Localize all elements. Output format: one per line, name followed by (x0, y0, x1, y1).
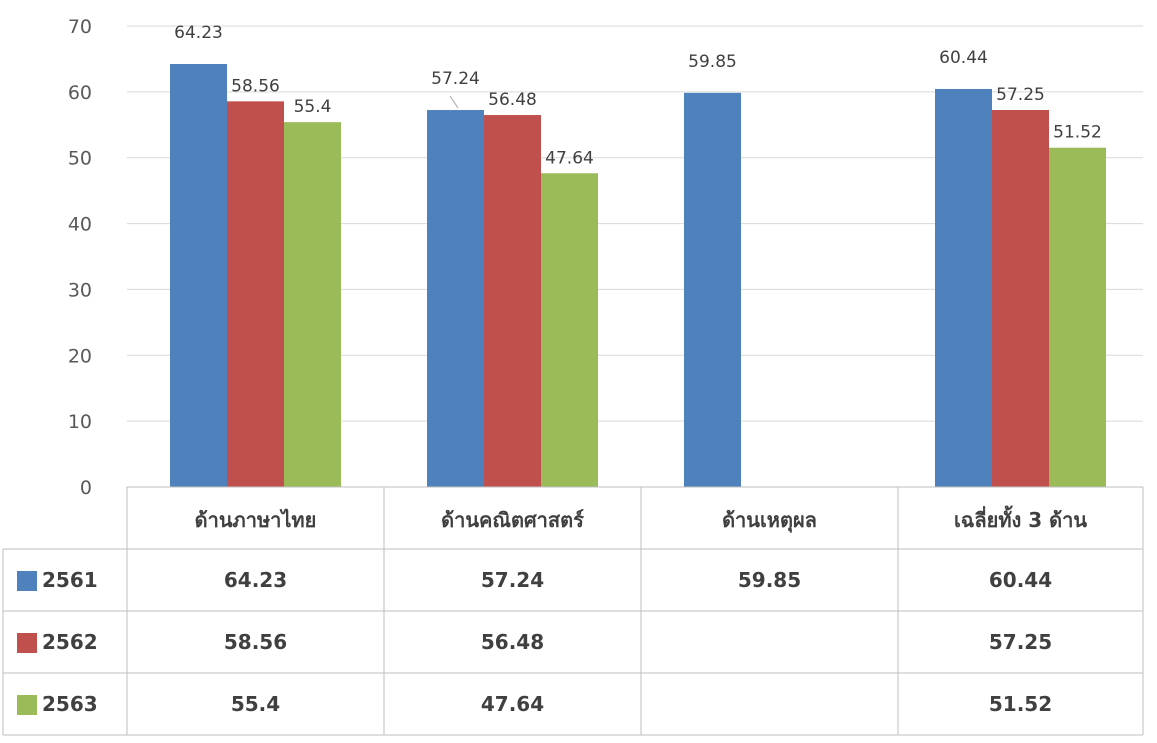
data-table: ด้านภาษาไทย ด้านคณิตศาสตร์ ด้านเหตุผล เฉลี่… (2, 486, 1144, 736)
y-tick-label: 40 (68, 214, 92, 236)
legend-label: 2561 (42, 568, 98, 592)
bar-2561 (170, 63, 227, 487)
y-tick-label: 70 (68, 16, 92, 38)
bar-2563 (541, 173, 598, 487)
y-tick-label: 30 (68, 279, 92, 301)
table-cell: 64.23 (224, 568, 287, 592)
data-label: 55.4 (294, 97, 332, 117)
bar-2563 (1049, 147, 1106, 488)
legend-label: 2563 (42, 692, 98, 716)
bar-2563 (284, 122, 341, 487)
table-cell: 57.25 (989, 630, 1052, 654)
category-label: ด้านเหตุผล (722, 508, 817, 533)
y-tick-label: 60 (68, 82, 92, 104)
data-label: 51.52 (1053, 123, 1102, 143)
bar-2562 (992, 109, 1049, 487)
bars (170, 63, 1106, 488)
table-cell: 57.24 (481, 568, 544, 592)
y-tick-label: 20 (68, 345, 92, 367)
data-label: 47.64 (545, 148, 594, 168)
legend-key-2563 (17, 695, 37, 715)
data-label: 57.25 (996, 85, 1045, 105)
label-leader-line (449, 95, 459, 109)
y-tick-label: 10 (68, 411, 92, 433)
table-cell: 60.44 (989, 568, 1052, 592)
data-label: 60.44 (939, 48, 988, 68)
legend-key-2561 (17, 571, 37, 591)
data-label: 59.85 (688, 52, 737, 72)
data-label: 57.24 (431, 69, 480, 89)
data-label: 58.56 (231, 76, 280, 96)
legend-label: 2562 (42, 630, 98, 654)
data-label: 56.48 (488, 90, 537, 110)
y-tick-label: 50 (68, 148, 92, 170)
legend-key-2562 (17, 633, 37, 653)
y-axis-ticks: 0 10 20 30 40 50 60 70 (68, 16, 92, 499)
bar-2561 (935, 88, 992, 488)
table-cell: 51.52 (989, 692, 1052, 716)
table-cell: 59.85 (738, 568, 801, 592)
table-cell: 56.48 (481, 630, 544, 654)
table-cell: 55.4 (231, 692, 280, 716)
bar-2562 (227, 101, 284, 487)
bar-2561 (427, 110, 484, 487)
table-cell: 58.56 (224, 630, 287, 654)
bar-2562 (484, 115, 541, 488)
category-label: ด้านภาษาไทย (195, 508, 317, 532)
y-tick-label: 0 (80, 477, 92, 499)
bar-2561 (684, 92, 741, 487)
table-cell: 47.64 (481, 692, 544, 716)
data-labels: 64.23 58.56 55.4 57.24 56.48 47.64 59.85 60.44 5… (174, 23, 1102, 168)
category-label: เฉลี่ยทั้ง 3 ด้าน (954, 505, 1087, 532)
category-label: ด้านคณิตศาสตร์ (441, 508, 584, 532)
data-label: 64.23 (174, 23, 223, 43)
